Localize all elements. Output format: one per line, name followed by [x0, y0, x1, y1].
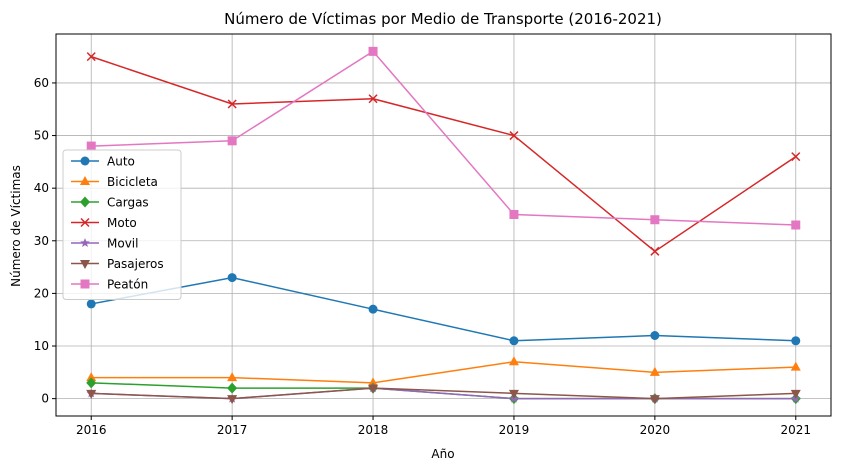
legend-item-cargas: Cargas	[71, 196, 149, 210]
data-point	[791, 220, 801, 230]
y-tick-label: 60	[34, 76, 49, 90]
legend-label: Moto	[107, 216, 137, 230]
data-point	[86, 377, 97, 389]
data-point	[227, 372, 238, 382]
data-point	[368, 377, 379, 387]
series-group	[86, 46, 801, 405]
legend-label: Auto	[107, 155, 135, 169]
data-point	[649, 395, 660, 405]
legend-label: Pasajeros	[107, 257, 164, 271]
legend-item-bicicleta: Bicicleta	[71, 175, 158, 189]
legend-marker	[80, 238, 90, 248]
data-point	[227, 273, 237, 283]
legend-item-auto: Auto	[71, 155, 135, 169]
x-axis-label: Año	[431, 447, 454, 461]
legend-item-movil: Movil	[71, 237, 138, 251]
series-line	[90, 55, 797, 253]
data-point	[791, 336, 801, 346]
legend-marker	[80, 279, 90, 289]
x-tick-label: 2016	[76, 423, 107, 437]
data-point	[790, 389, 801, 399]
series-moto	[86, 52, 801, 256]
x-tick-label: 2021	[780, 423, 811, 437]
data-point	[86, 52, 96, 62]
y-axis-label: Número de Víctimas	[9, 165, 23, 287]
data-point	[790, 361, 801, 371]
legend-marker	[80, 156, 90, 166]
data-point	[649, 366, 660, 376]
y-tick-label: 50	[34, 129, 49, 143]
series-line	[91, 50, 796, 226]
chart-title: Número de Víctimas por Medio de Transpor…	[224, 10, 662, 28]
data-point	[227, 99, 237, 109]
data-point	[86, 141, 96, 151]
series-auto	[86, 273, 801, 346]
data-point	[368, 46, 378, 56]
y-tick-label: 0	[41, 392, 49, 406]
legend-item-pasajeros: Pasajeros	[71, 257, 164, 271]
data-point	[509, 131, 519, 141]
data-point	[509, 336, 519, 346]
y-tick-label: 40	[34, 181, 49, 195]
series-line	[91, 276, 796, 342]
data-point	[86, 299, 96, 309]
data-point	[509, 209, 519, 219]
data-point	[650, 330, 660, 340]
legend-label: Cargas	[107, 196, 149, 210]
legend-label: Bicicleta	[107, 175, 158, 189]
data-point	[650, 246, 660, 256]
axes: 2016 2017 2018 2019 2020 2021 0 10 20 30 40 50 60	[34, 33, 832, 437]
data-point	[227, 395, 238, 405]
y-tick-label: 20	[34, 286, 49, 300]
series-peaton	[86, 46, 801, 230]
data-point	[86, 389, 97, 399]
data-point	[86, 372, 97, 382]
series-pasajeros	[86, 384, 801, 405]
y-tick-label: 30	[34, 234, 49, 248]
legend-marker	[80, 217, 90, 228]
x-tick-label: 2017	[217, 423, 248, 437]
y-tick-label: 10	[34, 339, 49, 353]
plot-frame	[55, 33, 832, 417]
legend-marker	[80, 260, 90, 269]
data-point	[227, 136, 237, 146]
data-point	[227, 382, 238, 394]
legend-marker	[80, 196, 90, 208]
x-tick-label: 2020	[640, 423, 671, 437]
data-point	[368, 94, 378, 104]
legend-item-moto: Moto	[71, 216, 137, 230]
data-point	[368, 384, 379, 394]
legend-item-peaton: Peatón	[71, 278, 148, 292]
data-point	[508, 356, 519, 366]
legend-marker	[80, 176, 90, 185]
legend-label: Movil	[107, 237, 138, 251]
data-point	[650, 215, 660, 225]
series-bicicleta	[86, 356, 801, 387]
x-tick-label: 2018	[358, 423, 389, 437]
x-tick-label: 2019	[499, 423, 530, 437]
series-line	[91, 387, 796, 400]
data-point	[791, 152, 801, 162]
series-line	[91, 361, 796, 384]
legend-box	[62, 149, 182, 300]
data-point	[508, 389, 519, 399]
data-point	[368, 304, 378, 314]
legend-label: Peatón	[107, 278, 148, 292]
legend: Auto Bicicleta Cargas Moto Movil Pasajeros Pea…	[62, 149, 182, 300]
